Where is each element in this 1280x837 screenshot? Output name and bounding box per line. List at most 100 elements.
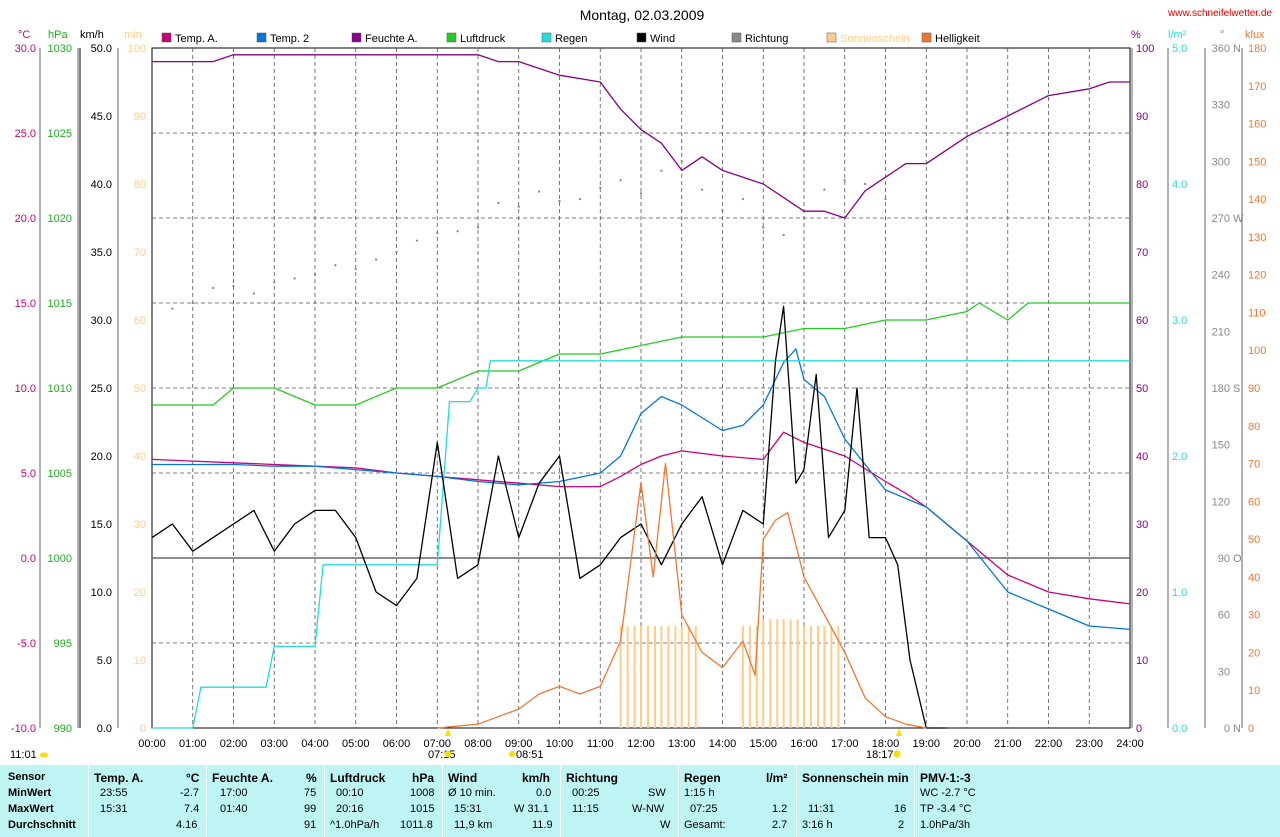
series-line-feuchte-a- [152,54,1130,219]
legend-swatch [256,32,267,43]
hpa-tick-label: 1030 [48,43,72,55]
press-avg-label: ^1.0hPa/h [330,819,380,831]
press-col-unit: hPa [412,771,435,785]
temp-tick-label: 15.0 [15,298,36,310]
klux-tick-label: 110 [1248,307,1266,319]
klux-tick-label: 140 [1248,194,1266,206]
time-tick-label: 15:00 [749,738,777,750]
sunset-sun-icon [893,750,901,758]
percent-unit-label: % [1131,29,1141,41]
legend-swatch [161,32,172,43]
richtung-point [538,190,541,193]
richtung-point [212,286,215,289]
legend-label: Sonnenschein [840,33,910,45]
dir-compass-label: N [1233,723,1241,735]
rain-max-time: 07:25 [690,803,718,815]
press-min: 1008 [410,787,435,799]
rain-tick-label: 1.0 [1172,587,1187,599]
legend-label: Luftdruck [460,33,506,45]
sun-col-title: Sonnenschein min [802,771,909,785]
row-label-max: MaxWert [8,803,54,815]
klux-tick-label: 170 [1248,81,1266,93]
richtung-point [701,188,704,191]
kmh-tick-label: 0.0 [97,723,112,735]
richtung-point [436,232,439,235]
richtung-point [395,251,398,253]
temp-tick-label: -10.0 [11,723,36,735]
percent-tick-label: 20 [1136,587,1148,599]
left-time-icon [40,752,48,758]
wind-min: 0.0 [536,787,552,799]
rain-col-unit: l/m² [766,771,788,785]
sunset-time-label: 18:17 [866,749,894,761]
rain-tick-label: 4.0 [1172,179,1187,191]
sunset-tick-icon [896,728,902,736]
legend-label: Temp. A. [175,33,218,45]
kmh-tick-label: 50.0 [91,43,112,55]
series-line-helligkeit [437,462,927,729]
richtung-point [660,169,663,172]
rain-tick-label: 5.0 [1172,43,1187,55]
press-min-time: 00:10 [336,787,364,799]
dir-tick-label: 300 [1212,156,1230,168]
legend-label: Richtung [745,33,788,45]
dir-avg: W [660,819,671,831]
hum-min-time: 17:00 [220,787,248,799]
percent-tick-label: 100 [1136,43,1154,55]
hum-col-title: Feuchte A. [212,771,273,785]
richtung-point [721,209,724,212]
dir-tick-label: 210 [1212,326,1230,338]
min-tick-label: 90 [134,111,146,123]
klux-tick-label: 50 [1248,534,1260,546]
time-tick-label: 09:00 [505,738,533,750]
richtung-point [375,258,378,261]
dir-tick-label: 30 [1218,666,1230,678]
temp-col-unit: °C [186,771,200,785]
richtung-point [252,292,255,295]
moon-icon [509,751,515,757]
legend-swatch [826,32,837,43]
site-link[interactable]: www.schneifelwetter.de [1167,8,1272,19]
kmh-tick-label: 40.0 [91,179,112,191]
klux-tick-label: 100 [1248,345,1266,357]
dir-compass-label: W [1233,213,1244,225]
legend-swatch [636,32,647,43]
temp-tick-label: 10.0 [15,383,36,395]
dir-tick-label: 360 [1212,43,1230,55]
richtung-point [762,226,765,229]
percent-tick-label: 10 [1136,655,1148,667]
sun-avg: 2 [898,819,905,831]
kmh-tick-label: 20.0 [91,451,112,463]
richtung-point [293,277,296,280]
rain-tick-label: 2.0 [1172,451,1187,463]
time-tick-label: 00:00 [138,738,166,750]
dir-tick-label: 180 [1212,383,1230,395]
sun-max-time: 11:31 [808,803,835,815]
deg-unit-label: ° [1220,29,1224,41]
time-tick-label: 16:00 [790,738,818,750]
klux-tick-label: 130 [1248,232,1266,244]
legend-swatch [731,32,742,43]
dir-col-title: Richtung [566,771,618,785]
rain-avg-label: Gesamt: [684,819,726,831]
richtung-point [558,200,561,202]
time-tick-label: 02:00 [220,738,248,750]
time-tick-label: 04:00 [301,738,329,750]
min-tick-label: 30 [134,519,146,531]
temp-col-title: Temp. A. [94,771,144,785]
min-unit-label: min [124,29,142,41]
dir-tick-label: 90 [1218,553,1230,565]
series-line-temp-2 [152,348,1131,631]
sunrise-tick-icon [445,728,451,736]
richtung-point [273,281,276,284]
dir-tick-label: 240 [1212,270,1230,282]
dir-max-time: 11:15 [572,803,599,815]
time-tick-label: 14:00 [709,738,737,750]
legend-label: Regen [555,33,587,45]
time-tick-label: 01:00 [179,738,207,750]
richtung-point [640,192,642,195]
time-tick-label: 12:00 [627,738,655,750]
richtung-point [415,239,418,242]
row-label-min: MinWert [8,787,52,799]
hpa-unit-label: hPa [48,29,68,41]
